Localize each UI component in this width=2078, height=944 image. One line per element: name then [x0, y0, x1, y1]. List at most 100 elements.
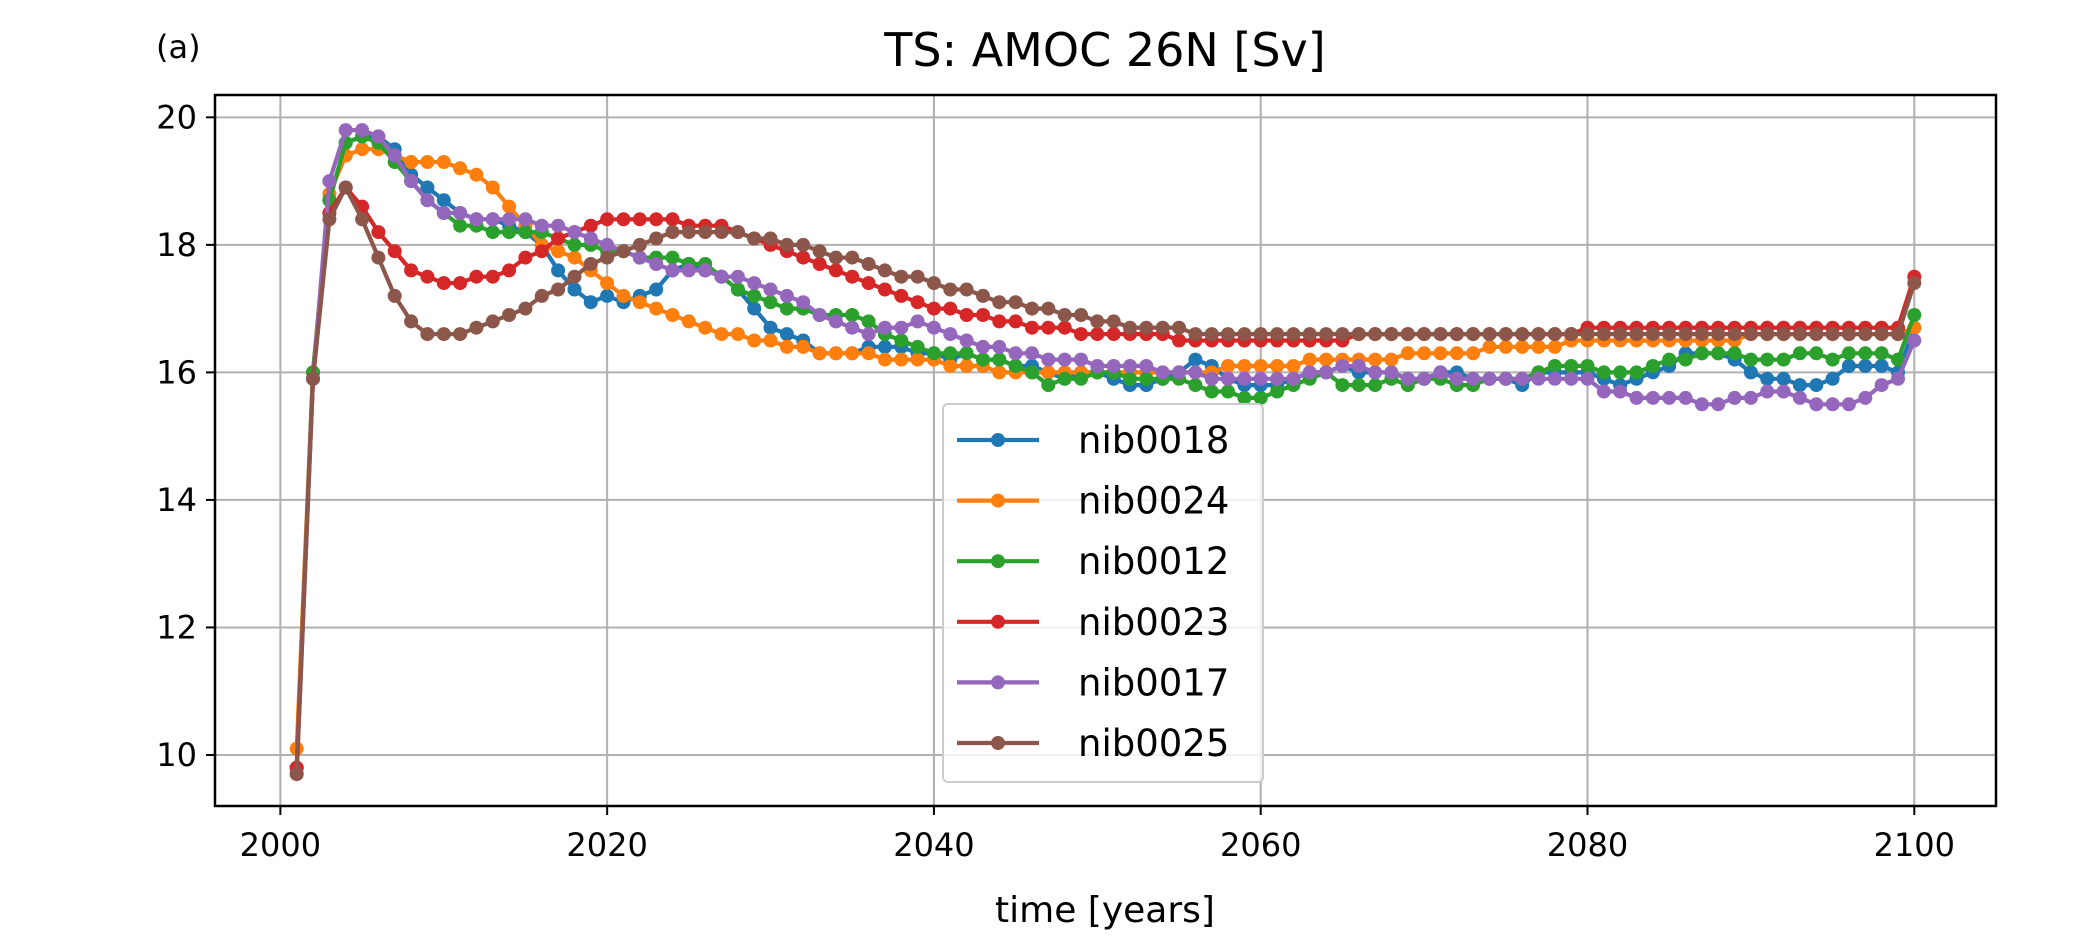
data-point	[469, 212, 484, 227]
data-point	[681, 263, 696, 278]
data-point	[1319, 365, 1334, 380]
data-point	[649, 257, 664, 271]
data-point	[1743, 365, 1758, 380]
data-point	[616, 244, 631, 259]
data-point	[796, 295, 811, 310]
data-point	[1025, 346, 1039, 361]
data-point	[1025, 320, 1039, 335]
data-point	[779, 301, 794, 316]
data-point	[469, 167, 484, 182]
x-axis: 2000 2020 2040 2060 2080 2100	[240, 806, 1955, 864]
data-point	[1221, 327, 1235, 342]
data-point	[828, 346, 843, 361]
data-point	[551, 218, 566, 233]
data-point	[992, 295, 1007, 310]
data-point	[1743, 352, 1758, 367]
data-point	[583, 218, 598, 233]
data-point	[845, 346, 860, 361]
data-point	[1760, 327, 1775, 342]
data-point	[894, 352, 909, 367]
data-point	[763, 295, 778, 310]
legend-entry: nib0017	[957, 661, 1229, 704]
data-point	[812, 244, 827, 259]
data-point	[1008, 295, 1023, 310]
data-point	[943, 282, 958, 297]
data-point	[1580, 359, 1595, 373]
data-point	[1237, 371, 1252, 386]
data-point	[338, 123, 353, 138]
data-point	[926, 320, 941, 335]
data-point	[1678, 390, 1693, 405]
data-point	[420, 180, 435, 195]
data-point	[1449, 346, 1464, 361]
data-point	[1025, 365, 1039, 380]
data-point	[1172, 365, 1186, 380]
data-point	[1368, 365, 1383, 380]
data-point	[502, 212, 517, 227]
data-point	[1384, 352, 1399, 367]
data-point	[1727, 390, 1742, 405]
data-point	[1286, 371, 1301, 386]
data-point	[698, 263, 713, 278]
data-point	[1286, 327, 1301, 342]
data-point	[436, 193, 451, 208]
data-point	[632, 237, 647, 252]
data-point	[1041, 365, 1056, 380]
data-point	[812, 346, 827, 361]
data-point	[1319, 352, 1334, 367]
data-point	[600, 276, 615, 291]
data-point	[1825, 371, 1840, 386]
data-point	[1237, 390, 1252, 405]
x-tick-label: 2060	[1220, 826, 1301, 864]
data-point	[894, 320, 909, 335]
data-point	[1678, 352, 1693, 367]
data-point	[518, 250, 533, 265]
data-point	[747, 301, 762, 316]
data-point	[616, 288, 631, 303]
data-point	[567, 250, 582, 265]
data-point	[1433, 346, 1448, 361]
data-point	[894, 269, 909, 284]
data-point	[763, 333, 778, 348]
data-point	[1825, 352, 1840, 367]
data-point	[910, 295, 925, 310]
data-point	[1515, 339, 1530, 354]
data-point	[812, 257, 827, 271]
data-point	[1498, 327, 1513, 342]
data-point	[1498, 371, 1513, 386]
data-point	[747, 333, 762, 348]
data-point	[355, 212, 370, 227]
data-point	[1792, 390, 1807, 405]
data-point	[1204, 371, 1219, 386]
data-point	[1662, 390, 1677, 405]
data-point	[1057, 352, 1072, 367]
data-point	[845, 320, 860, 335]
data-point	[583, 257, 598, 271]
data-point	[1270, 359, 1285, 373]
data-point	[649, 212, 664, 227]
legend-marker	[991, 736, 1005, 750]
data-point	[1531, 371, 1546, 386]
series-line	[294, 185, 1917, 768]
data-point	[1596, 365, 1611, 380]
data-point	[698, 225, 713, 240]
data-point	[1237, 359, 1252, 373]
data-point	[1351, 378, 1366, 393]
data-point	[665, 263, 680, 278]
data-point	[1547, 339, 1562, 354]
data-point	[1041, 352, 1056, 367]
data-point	[992, 339, 1007, 354]
data-point	[436, 276, 451, 291]
data-point	[1286, 359, 1301, 373]
data-point	[779, 237, 794, 252]
data-point	[355, 123, 370, 138]
legend-label: nib0012	[1078, 540, 1229, 583]
data-point	[502, 199, 517, 214]
data-point	[1645, 359, 1660, 373]
data-point	[1760, 371, 1775, 386]
data-point	[943, 346, 958, 361]
data-point	[583, 295, 598, 310]
data-point	[1907, 276, 1922, 291]
data-point	[453, 327, 468, 342]
data-point	[1008, 314, 1023, 329]
